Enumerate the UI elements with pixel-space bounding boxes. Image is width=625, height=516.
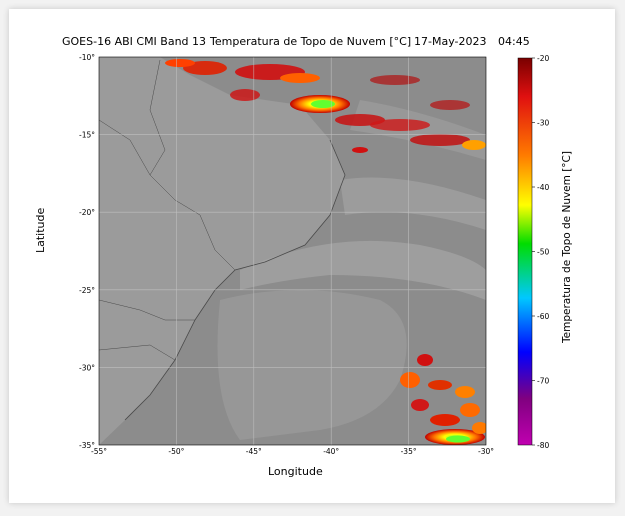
colorbar-tick: -40	[537, 183, 549, 192]
colorbar-tick: -20	[537, 54, 549, 63]
title-product: GOES-16 ABI CMI Band 13	[62, 35, 207, 48]
colorbar-tick: -30	[537, 119, 549, 128]
colorbar-tick: -70	[537, 377, 549, 386]
map-frame	[98, 56, 487, 446]
colorbar-label: Temperatura de Topo de Nuvem [°C]	[561, 151, 573, 343]
lat-tick: -30°	[79, 363, 95, 372]
colorbar-tick: -50	[537, 248, 549, 257]
lon-tick: -30°	[478, 447, 494, 456]
x-axis-label: Longitude	[268, 465, 323, 478]
lat-tick: -25°	[79, 286, 95, 295]
gridlines	[99, 57, 486, 445]
colorbar-tick: -60	[537, 312, 549, 321]
lon-tick: -45°	[246, 447, 262, 456]
satellite-image	[99, 57, 486, 445]
lon-tick: -55°	[91, 447, 107, 456]
title-date: 17-May-2023	[414, 35, 487, 48]
lat-tick: -15°	[79, 131, 95, 140]
cloud-band-southeast	[400, 354, 486, 445]
cloud-band-north	[165, 59, 486, 153]
colorbar-tick: -80	[537, 441, 549, 450]
lon-tick: -35°	[401, 447, 417, 456]
y-axis-label: Latitude	[34, 207, 47, 253]
lat-tick: -10°	[79, 53, 95, 62]
lon-tick: -40°	[323, 447, 339, 456]
title-time: 04:45	[498, 35, 530, 48]
colorbar	[517, 57, 533, 446]
lat-tick: -20°	[79, 208, 95, 217]
title-variable: Temperatura de Topo de Nuvem [°C]	[210, 35, 412, 48]
lon-tick: -50°	[168, 447, 184, 456]
lat-tick: -35°	[79, 441, 95, 450]
